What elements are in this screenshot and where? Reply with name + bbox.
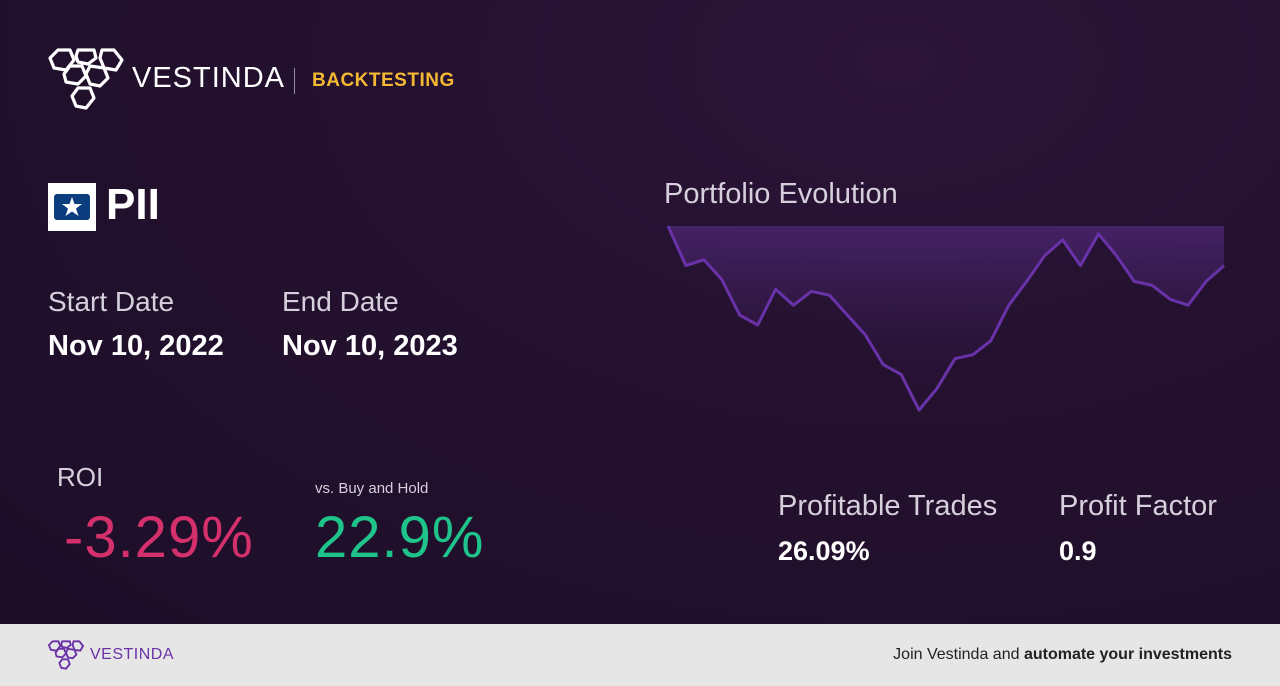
chart-series-line bbox=[666, 225, 1225, 412]
footer-cta-prefix: Join Vestinda and bbox=[893, 646, 1024, 663]
chart-title: Portfolio Evolution bbox=[664, 178, 898, 210]
profit-factor-value: 0.9 bbox=[1059, 536, 1097, 566]
section-label: BACKTESTING bbox=[312, 70, 455, 91]
brand-divider bbox=[294, 68, 295, 94]
buy-hold-label: vs. Buy and Hold bbox=[315, 480, 429, 497]
end-date-label: End Date bbox=[282, 286, 399, 317]
roi-label: ROI bbox=[57, 462, 104, 492]
profitable-trades-value: 26.09% bbox=[778, 536, 870, 566]
vestinda-footer-logo-icon bbox=[48, 640, 84, 670]
footer: VESTINDA Join Vestinda and automate your… bbox=[0, 624, 1280, 686]
ticker-symbol: PII bbox=[106, 180, 160, 229]
profit-factor-label: Profit Factor bbox=[1059, 490, 1217, 522]
portfolio-chart bbox=[666, 225, 1225, 412]
footer-cta[interactable]: Join Vestinda and automate your investme… bbox=[893, 646, 1232, 664]
polaris-star-icon bbox=[54, 194, 90, 220]
footer-cta-bold: automate your investments bbox=[1023, 646, 1232, 663]
end-date-value: Nov 10, 2023 bbox=[282, 330, 458, 362]
start-date-value: Nov 10, 2022 bbox=[48, 330, 224, 362]
brand-name: VESTINDA bbox=[132, 62, 286, 94]
ticker-logo bbox=[48, 183, 96, 231]
roi-value: -3.29% bbox=[64, 505, 254, 570]
footer-brand: VESTINDA bbox=[90, 646, 175, 663]
main-panel: VESTINDA BACKTESTING PII Start Date Nov … bbox=[0, 0, 1280, 624]
chart-area bbox=[668, 226, 1224, 411]
buy-hold-value: 22.9% bbox=[315, 505, 485, 570]
profitable-trades-label: Profitable Trades bbox=[778, 490, 998, 522]
vestinda-logo-icon bbox=[48, 48, 124, 110]
start-date-label: Start Date bbox=[48, 286, 175, 317]
